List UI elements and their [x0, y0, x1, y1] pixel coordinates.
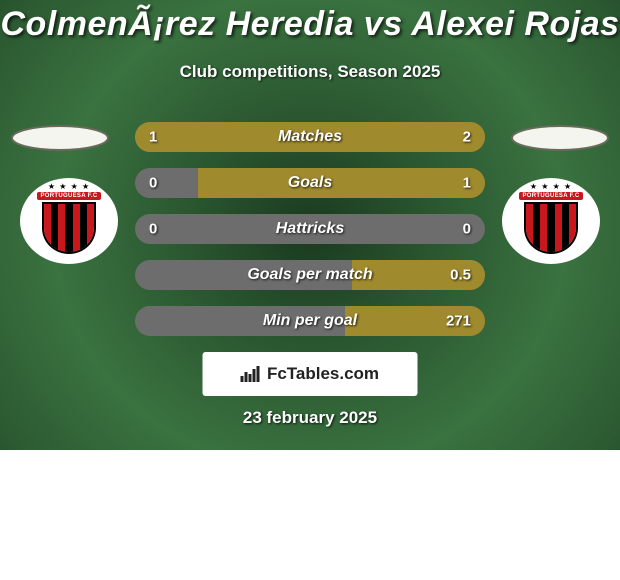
crest-stars-icon: ★ ★ ★ ★ — [48, 182, 90, 191]
stat-value-right: 2 — [463, 129, 471, 146]
stat-value-left: 0 — [149, 175, 157, 192]
stat-label: Matches — [278, 128, 342, 146]
stat-value-right: 271 — [446, 313, 471, 330]
club-crest-right: ★ ★ ★ ★ PORTUGUESA F.C — [511, 178, 591, 264]
stat-row: 271 Min per goal — [135, 306, 485, 336]
stat-row: 0 0 Hattricks — [135, 214, 485, 244]
stat-label: Min per goal — [263, 312, 357, 330]
subtitle: Club competitions, Season 2025 — [0, 62, 620, 82]
stat-row: 1 2 Matches — [135, 122, 485, 152]
stat-label: Hattricks — [276, 220, 344, 238]
crest-shield-left — [42, 202, 96, 254]
crest-banner-right: PORTUGUESA F.C — [519, 192, 584, 200]
footer-date: 23 february 2025 — [0, 408, 620, 428]
stat-row: 0.5 Goals per match — [135, 260, 485, 290]
club-badge-left: ★ ★ ★ ★ PORTUGUESA F.C — [20, 178, 118, 264]
stat-value-right: 0.5 — [450, 267, 471, 284]
footer-logo-text: FcTables.com — [267, 364, 379, 384]
comparison-infographic: ColmenÃ¡rez Heredia vs Alexei Rojas Club… — [0, 0, 620, 580]
club-crest-left: ★ ★ ★ ★ PORTUGUESA F.C — [29, 178, 109, 264]
stat-value-left: 1 — [149, 129, 157, 146]
footer-logo: FcTables.com — [203, 352, 418, 396]
stats-panel: 1 2 Matches 0 1 Goals 0 0 Hattricks 0.5 Goals per … — [135, 122, 485, 352]
stat-value-right: 1 — [463, 175, 471, 192]
bar-chart-icon — [241, 366, 261, 382]
crest-stars-icon: ★ ★ ★ ★ — [530, 182, 572, 191]
stat-value-right: 0 — [463, 221, 471, 238]
crest-shield-right — [524, 202, 578, 254]
stat-label: Goals — [288, 174, 332, 192]
crest-banner-left: PORTUGUESA F.C — [37, 192, 102, 200]
club-badge-right: ★ ★ ★ ★ PORTUGUESA F.C — [502, 178, 600, 264]
player-avatar-frame-right — [510, 125, 610, 151]
stat-label: Goals per match — [247, 266, 372, 284]
stat-row: 0 1 Goals — [135, 168, 485, 198]
stat-value-left: 0 — [149, 221, 157, 238]
page-title: ColmenÃ¡rez Heredia vs Alexei Rojas — [0, 5, 620, 44]
player-avatar-frame-left — [10, 125, 110, 151]
stat-bar-right — [198, 168, 485, 198]
bottom-whitespace — [0, 450, 620, 580]
